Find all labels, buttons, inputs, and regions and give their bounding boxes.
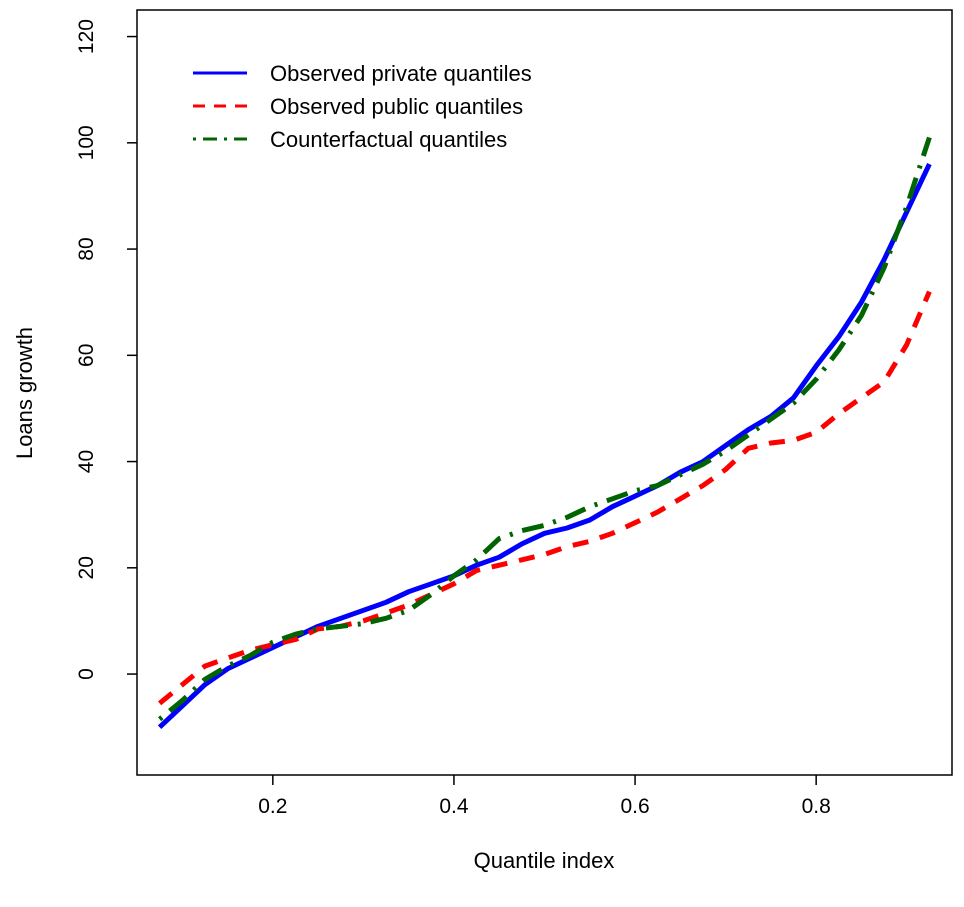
legend-label-2: Observed public quantiles [270,94,523,119]
x-tick-label: 0.2 [258,795,287,818]
series-layer [157,136,932,730]
legend: Observed private quantiles Observed publi… [193,61,532,152]
y-tick-label: 60 [75,344,98,367]
plot-frame [136,9,953,776]
series-line-2 [158,290,932,706]
legend-label-1: Observed private quantiles [270,61,532,86]
y-tick-label: 20 [75,556,98,579]
series-line-1 [157,163,932,730]
y-axis: 0 20 40 60 80 100 120 [75,19,137,680]
x-tick-label: 0.8 [802,795,831,818]
legend-label-3: Counterfactual quantiles [270,127,507,152]
x-axis-title: Quantile index [474,848,615,873]
y-tick-label: 120 [75,19,98,54]
x-tick-label: 0.4 [439,795,469,818]
y-tick-label: 40 [75,450,98,473]
y-tick-label: 80 [75,237,98,260]
series-line-3 [158,136,932,722]
y-axis-title: Loans growth [12,327,37,459]
y-tick-label: 0 [75,668,98,680]
x-tick-label: 0.6 [620,795,649,818]
x-axis: 0.2 0.4 0.6 0.8 [258,775,831,818]
y-tick-label: 100 [75,125,98,160]
